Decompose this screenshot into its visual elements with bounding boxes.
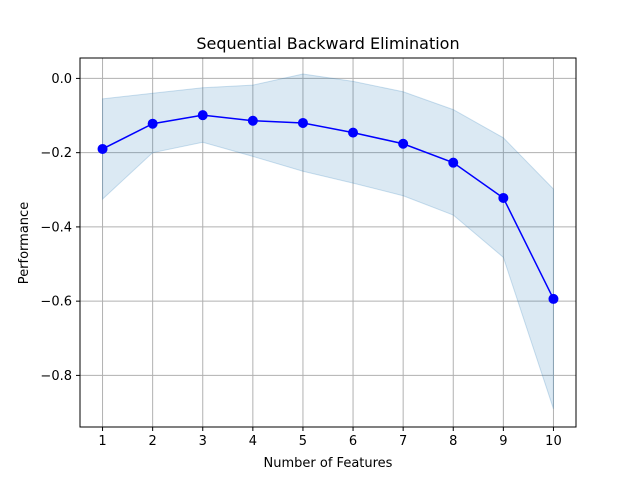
data-point-8: [448, 157, 459, 168]
data-point-6: [348, 127, 359, 138]
x-tick-label-7: 7: [399, 434, 407, 449]
y-ticks: 0.0 −0.2 −0.4 −0.6 −0.8: [40, 72, 80, 384]
x-ticks: 1 2 3 4 5 6 7 8 9 10: [98, 427, 562, 449]
x-tick-label-9: 9: [499, 434, 507, 449]
band-area-0: [102, 73, 554, 409]
x-tick-label-10: 10: [545, 434, 562, 449]
data-point-10: [548, 293, 559, 304]
data-point-9: [498, 192, 509, 203]
x-tick-label-4: 4: [249, 434, 257, 449]
series-points: [97, 110, 559, 304]
y-tick-label-2: −0.4: [40, 220, 72, 235]
x-tick-label-3: 3: [199, 434, 207, 449]
series-line-path-0: [102, 114, 555, 300]
data-point-4: [247, 115, 258, 126]
y-tick-label-0: 0.0: [51, 72, 72, 87]
data-point-2: [147, 118, 158, 129]
x-tick-label-6: 6: [349, 434, 357, 449]
x-tick-label-5: 5: [299, 434, 307, 449]
y-tick-label-1: −0.2: [40, 146, 72, 161]
data-point-1: [97, 143, 108, 154]
y-tick-label-3: −0.6: [40, 295, 72, 310]
x-tick-label-2: 2: [149, 434, 157, 449]
chart-title: Sequential Backward Elimination: [196, 34, 459, 53]
y-axis-label: Performance: [17, 202, 32, 284]
x-tick-label-1: 1: [98, 434, 106, 449]
plot-frame: [79, 57, 577, 428]
data-point-5: [297, 117, 308, 128]
data-point-7: [398, 138, 409, 149]
y-tick-label-4: −0.8: [40, 369, 72, 384]
x-axis-label: Number of Features: [264, 456, 393, 471]
data-point-3: [197, 110, 208, 121]
x-tick-label-8: 8: [449, 434, 457, 449]
series-line: [102, 114, 555, 300]
grid: [80, 58, 576, 427]
confidence-band: [102, 73, 554, 409]
